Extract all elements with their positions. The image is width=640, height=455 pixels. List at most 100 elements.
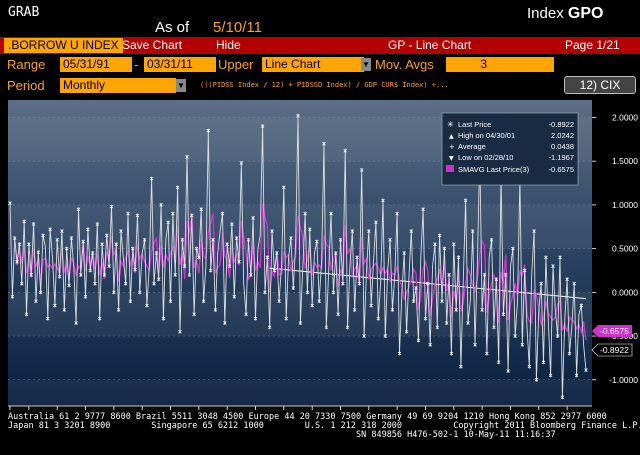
data-point	[15, 259, 19, 264]
data-point	[310, 303, 314, 308]
data-point	[277, 299, 281, 304]
data-point	[260, 124, 265, 129]
range-end-input[interactable]: 03/31/11	[144, 57, 216, 72]
data-point	[452, 242, 456, 247]
data-point	[322, 141, 326, 146]
legend-smavg-label: SMAVG Last Price(3)	[458, 165, 530, 174]
data-point	[463, 198, 468, 203]
data-point	[503, 272, 508, 277]
data-point	[341, 281, 345, 286]
data-point	[76, 207, 81, 212]
data-point	[81, 239, 85, 244]
data-point	[46, 316, 50, 321]
mov-avg-input-1[interactable]: 3	[446, 57, 490, 72]
data-point	[558, 255, 562, 260]
mov-avg-input-3[interactable]	[522, 57, 554, 72]
data-point	[246, 237, 251, 242]
data-point	[93, 281, 97, 286]
data-point	[234, 236, 239, 241]
legend-high-label: High on 04/30/01	[458, 131, 515, 140]
arrow-down-icon: ▼	[449, 155, 454, 162]
command-line[interactable]: GRAB	[8, 5, 40, 20]
data-point	[447, 272, 451, 277]
x-tick-label: '02	[314, 411, 325, 412]
data-point	[194, 246, 199, 251]
data-point	[86, 227, 90, 232]
x-tick-label: '94	[88, 411, 99, 412]
data-point	[329, 211, 333, 216]
data-point	[232, 294, 237, 299]
data-point	[192, 312, 196, 317]
data-point	[383, 334, 388, 339]
x-tick-label: '01	[286, 411, 297, 412]
data-point	[539, 281, 543, 286]
data-point	[548, 373, 553, 378]
data-point	[105, 233, 109, 238]
data-point	[390, 307, 395, 312]
data-point	[579, 303, 584, 308]
data-point	[74, 320, 78, 325]
data-point	[489, 237, 494, 242]
as-of-date: 5/10/11	[213, 19, 262, 36]
ticker-field[interactable]: .BORROW U INDEX	[4, 38, 123, 53]
mov-avgs-label: Mov. Avgs	[375, 57, 434, 72]
page-indicator: Page 1/21	[565, 38, 620, 52]
data-point	[171, 211, 175, 216]
save-chart-button[interactable]: Save Chart	[122, 38, 183, 52]
data-point	[338, 237, 343, 242]
data-point	[145, 303, 149, 308]
data-point	[60, 229, 64, 234]
x-tick-label: '93	[59, 411, 70, 412]
data-point	[345, 325, 350, 330]
data-point	[317, 299, 321, 304]
data-point	[442, 246, 447, 251]
cix-button[interactable]: 12) CIX	[564, 76, 636, 94]
data-point	[376, 316, 381, 321]
legend-last-label: Last Price	[458, 120, 491, 129]
data-point	[437, 233, 442, 238]
footer-line-2: Japan 81 3 3201 8900 Singapore 65 6212 1…	[8, 421, 640, 431]
x-tick-label: '07	[456, 411, 467, 412]
toolbar	[0, 37, 640, 54]
data-point	[506, 369, 510, 374]
data-point	[456, 255, 461, 260]
data-point	[178, 329, 182, 334]
data-point	[175, 185, 180, 190]
chart-title: GP - Line Chart	[388, 38, 472, 52]
chevron-down-icon[interactable]: ▼	[176, 79, 186, 92]
x-tick-label: '06	[427, 411, 438, 412]
data-point	[421, 207, 425, 212]
range-start-input[interactable]: 05/31/91	[60, 57, 132, 72]
data-point	[522, 268, 527, 273]
data-point	[267, 325, 272, 330]
data-point	[350, 229, 355, 234]
hide-button[interactable]: Hide	[216, 38, 241, 52]
period-select[interactable]: Monthly	[60, 78, 176, 93]
data-point	[12, 236, 17, 241]
data-point	[211, 237, 215, 242]
data-point	[225, 242, 229, 247]
x-tick-label: '97	[173, 411, 184, 412]
data-point	[244, 312, 248, 317]
mov-avg-input-2[interactable]	[490, 57, 522, 72]
data-point	[343, 148, 347, 153]
data-point	[20, 281, 24, 286]
data-point	[270, 229, 274, 234]
data-point	[308, 227, 312, 232]
data-point	[237, 259, 241, 264]
data-point	[584, 368, 588, 373]
data-point	[567, 351, 572, 356]
data-point	[459, 364, 463, 369]
x-tick-label: '96	[144, 411, 155, 412]
data-point	[253, 316, 258, 321]
x-tick-label: '09	[512, 411, 523, 412]
data-point	[55, 237, 59, 242]
data-point	[197, 255, 201, 260]
data-point	[95, 222, 100, 227]
chevron-down-icon[interactable]: ▼	[361, 58, 371, 71]
data-point	[36, 250, 41, 255]
data-point	[182, 264, 187, 269]
data-point	[213, 307, 218, 312]
upper-select[interactable]: Line Chart	[262, 57, 364, 72]
data-point	[206, 128, 211, 133]
